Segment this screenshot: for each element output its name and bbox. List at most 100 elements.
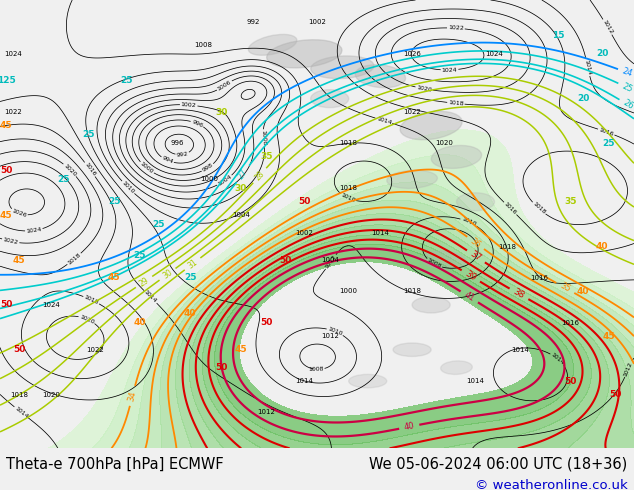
Text: 41: 41 (462, 290, 476, 303)
Text: 25: 25 (120, 76, 133, 85)
Text: 40: 40 (184, 309, 197, 318)
Text: 1014: 1014 (295, 378, 313, 384)
Ellipse shape (311, 56, 374, 78)
Text: 45: 45 (235, 345, 247, 354)
Text: 1008: 1008 (426, 258, 442, 270)
Text: 1024: 1024 (486, 51, 503, 57)
Text: 996: 996 (191, 119, 204, 128)
Text: 1004: 1004 (217, 174, 233, 187)
Text: 1002: 1002 (181, 102, 197, 108)
Text: 1008: 1008 (308, 367, 324, 372)
Text: 1018: 1018 (340, 185, 358, 191)
Text: 1000: 1000 (340, 289, 358, 294)
Text: 25: 25 (108, 197, 120, 206)
Text: 29: 29 (138, 275, 150, 288)
Text: 40: 40 (403, 421, 415, 432)
Text: 1026: 1026 (11, 208, 27, 219)
Text: 1018: 1018 (10, 392, 28, 397)
Text: 1020: 1020 (435, 141, 453, 147)
Ellipse shape (349, 374, 387, 388)
Ellipse shape (400, 111, 462, 140)
Ellipse shape (412, 297, 450, 313)
Text: 1010: 1010 (460, 217, 477, 227)
Text: 35: 35 (564, 197, 577, 206)
Text: 45: 45 (108, 273, 120, 282)
Text: 1024: 1024 (442, 67, 458, 73)
Ellipse shape (355, 65, 406, 88)
Text: 1016: 1016 (562, 320, 579, 326)
Text: 1018: 1018 (531, 201, 546, 216)
Text: 1000: 1000 (139, 161, 154, 175)
Text: 1008: 1008 (194, 42, 212, 48)
Text: 1016: 1016 (598, 127, 614, 137)
Text: 1016: 1016 (503, 201, 517, 216)
Text: 992: 992 (247, 20, 261, 25)
Ellipse shape (422, 251, 466, 269)
Text: 45: 45 (0, 121, 13, 130)
Text: 35: 35 (260, 152, 273, 161)
Text: 1000: 1000 (200, 176, 218, 182)
Text: 1010: 1010 (327, 326, 343, 337)
Text: 34: 34 (127, 390, 138, 402)
Text: 39: 39 (463, 269, 478, 283)
Text: 38: 38 (512, 287, 526, 301)
Text: 1016: 1016 (530, 275, 548, 281)
Text: 37: 37 (469, 249, 483, 263)
Text: 25: 25 (621, 81, 634, 94)
Text: 1012: 1012 (257, 410, 275, 416)
Text: 1014: 1014 (372, 230, 389, 236)
Text: 1010: 1010 (121, 180, 135, 195)
Text: 50: 50 (298, 197, 311, 206)
Text: 20: 20 (577, 94, 590, 103)
Text: 1014: 1014 (550, 352, 566, 366)
Text: 1004: 1004 (232, 212, 250, 218)
Text: 1014: 1014 (511, 347, 529, 353)
Text: 1014: 1014 (375, 116, 392, 125)
Text: 1016: 1016 (83, 162, 96, 177)
Ellipse shape (311, 90, 349, 108)
Text: 1012: 1012 (602, 19, 614, 35)
Text: 25: 25 (184, 273, 197, 282)
Text: 30: 30 (216, 108, 228, 117)
Text: 1014: 1014 (467, 378, 484, 384)
Text: 1024: 1024 (4, 51, 22, 57)
Text: 1018: 1018 (67, 252, 82, 266)
Text: 25: 25 (57, 175, 70, 184)
Text: 40: 40 (133, 318, 146, 327)
Text: 1018: 1018 (448, 100, 464, 107)
Text: 45: 45 (13, 256, 25, 265)
Text: 1022: 1022 (448, 25, 464, 31)
Text: 25: 25 (602, 139, 615, 148)
Text: 24: 24 (621, 67, 634, 79)
Text: 1026: 1026 (403, 51, 421, 57)
Text: 36: 36 (469, 236, 482, 250)
Text: 25: 25 (133, 251, 146, 260)
Text: 25: 25 (82, 130, 95, 139)
Text: 1022: 1022 (86, 347, 104, 353)
Text: 1014: 1014 (584, 59, 592, 75)
Text: 1008: 1008 (261, 130, 267, 146)
Text: 1012: 1012 (324, 254, 337, 270)
Text: 1018: 1018 (83, 294, 100, 305)
Ellipse shape (441, 361, 472, 374)
Ellipse shape (393, 343, 431, 356)
Ellipse shape (387, 170, 437, 189)
Text: 50: 50 (564, 377, 577, 386)
Text: 1014: 1014 (13, 406, 29, 419)
Text: 1012: 1012 (321, 333, 339, 339)
Text: 1018: 1018 (498, 244, 516, 249)
Text: 28: 28 (253, 169, 266, 182)
Text: 1020: 1020 (63, 163, 77, 177)
Text: 1020: 1020 (416, 85, 432, 93)
Text: 27: 27 (236, 167, 250, 181)
Text: 50: 50 (0, 166, 13, 175)
Text: 50: 50 (0, 300, 13, 309)
Text: 1024: 1024 (42, 302, 60, 308)
Text: 30: 30 (235, 184, 247, 193)
Text: 45: 45 (0, 211, 13, 220)
Text: 1006: 1006 (216, 79, 232, 92)
Text: 15: 15 (552, 31, 564, 40)
Text: 994: 994 (161, 156, 174, 165)
Text: 1022: 1022 (4, 109, 22, 115)
Text: 31: 31 (186, 257, 199, 270)
